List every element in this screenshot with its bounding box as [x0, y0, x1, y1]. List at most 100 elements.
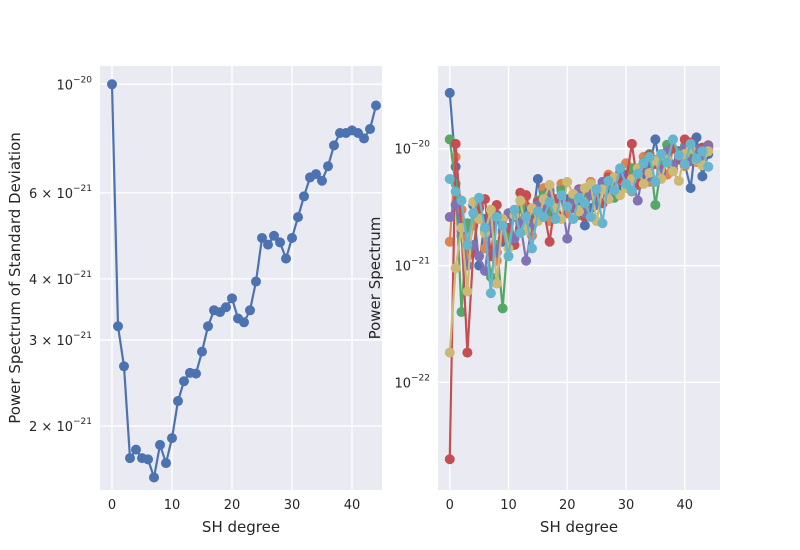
- power-data-point: [480, 222, 490, 233]
- power-data-point: [521, 255, 532, 266]
- std-y-tick-label: 4 × 10−21: [29, 270, 92, 288]
- power-x-axis-label: SH degree: [540, 518, 618, 536]
- std-y-axis-label: Power Spectrum of Standard Deviation: [6, 132, 24, 424]
- power-data-point: [444, 454, 455, 465]
- power-data-point: [562, 176, 573, 187]
- power-data-point: [491, 212, 502, 223]
- power-data-point: [474, 192, 485, 203]
- std-y-tick-exponent: −21: [73, 331, 92, 341]
- std-data-point: [227, 293, 237, 304]
- std-data-point: [113, 321, 123, 332]
- power-data-point: [456, 195, 467, 206]
- power-data-point: [521, 212, 532, 223]
- std-y-tick-exponent: −20: [73, 75, 92, 85]
- power-data-point: [644, 151, 655, 162]
- power-data-point: [538, 212, 549, 223]
- power-data-point: [597, 218, 608, 229]
- power-data-point: [650, 199, 661, 210]
- power-data-point: [691, 153, 702, 164]
- power-data-point: [626, 185, 637, 196]
- power-data-point: [497, 220, 508, 231]
- power-data-point: [662, 157, 673, 168]
- power-data-point: [527, 243, 537, 254]
- std-y-tick-label: 3 × 10−21: [29, 331, 92, 349]
- power-data-point: [450, 186, 461, 197]
- power-data-point: [456, 307, 467, 318]
- std-data-point: [173, 396, 183, 407]
- std-data-point: [287, 232, 297, 243]
- std-data-point: [269, 230, 279, 241]
- std-y-tick-label: 10−20: [56, 75, 92, 93]
- power-data-point: [697, 171, 708, 182]
- std-data-point: [251, 276, 261, 287]
- std-data-point: [149, 472, 159, 483]
- power-data-point: [668, 134, 678, 145]
- power-data-point: [503, 251, 514, 262]
- power-data-point: [632, 195, 643, 206]
- std-data-point: [329, 140, 339, 151]
- power-y-tick-exponent: −22: [411, 373, 430, 383]
- std-series: [107, 79, 381, 483]
- power-data-point: [444, 87, 455, 98]
- std-data-point: [263, 239, 273, 250]
- std-data-point: [143, 454, 153, 465]
- power-y-tick-base: 10: [394, 376, 411, 391]
- power-plot-area: [438, 66, 720, 490]
- power-data-point: [444, 212, 455, 223]
- power-data-point: [444, 347, 455, 358]
- power-y-tick-exponent: −20: [411, 140, 430, 150]
- power-y-tick-base: 10: [394, 143, 411, 158]
- power-data-point: [685, 183, 696, 194]
- std-y-tick-exponent: −21: [73, 270, 92, 280]
- power-data-point: [703, 161, 714, 172]
- std-data-point: [203, 321, 213, 332]
- power-data-point: [650, 134, 661, 145]
- power-y-tick-label: 10−22: [394, 373, 430, 391]
- std-x-tick-label: 30: [284, 498, 301, 513]
- std-y-ticks: 10−206 × 10−214 × 10−213 × 10−212 × 10−2…: [29, 75, 92, 435]
- power-data-point: [491, 278, 502, 289]
- power-data-point: [679, 158, 690, 169]
- power-data-point: [638, 158, 649, 169]
- std-plot-area: [100, 66, 382, 490]
- std-y-tick-exponent: −21: [73, 417, 92, 427]
- std-x-tick-label: 20: [224, 498, 241, 513]
- std-data-point: [293, 212, 303, 223]
- power-data-point: [485, 288, 496, 299]
- std-data-point: [155, 439, 165, 450]
- std-data-point: [179, 376, 189, 387]
- power-y-tick-label: 10−21: [394, 257, 430, 275]
- power-x-tick-label: 30: [618, 498, 635, 513]
- power-data-point: [697, 146, 708, 157]
- power-y-tick-exponent: −21: [411, 257, 430, 267]
- power-data-point: [474, 251, 485, 262]
- power-data-point: [462, 347, 473, 358]
- power-data-point: [462, 239, 473, 250]
- power-data-point: [515, 195, 526, 206]
- power-series-6: [444, 134, 714, 299]
- power-data-point: [509, 204, 520, 215]
- power-data-point: [550, 214, 561, 225]
- std-data-point: [107, 79, 117, 90]
- std-y-tick-base: 2 × 10: [29, 420, 73, 435]
- std-data-point: [299, 191, 309, 202]
- power-data-point: [621, 178, 631, 189]
- std-x-tick-label: 40: [344, 498, 361, 513]
- std-y-tick-label: 2 × 10−21: [29, 417, 92, 435]
- std-data-point: [167, 433, 177, 444]
- power-x-tick-label: 40: [676, 498, 693, 513]
- power-data-point: [609, 185, 620, 196]
- power-data-point: [579, 198, 590, 209]
- power-data-point: [562, 201, 573, 212]
- power-data-point: [656, 149, 667, 160]
- power-data-point: [480, 265, 490, 276]
- std-y-tick-base: 6 × 10: [29, 187, 73, 202]
- std-x-ticks: 0 10 20 30 40: [108, 498, 360, 513]
- std-data-point: [257, 232, 267, 243]
- power-data-point: [468, 208, 479, 219]
- power-data-point: [556, 190, 567, 201]
- power-data-point: [562, 233, 573, 244]
- power-data-point: [568, 214, 579, 225]
